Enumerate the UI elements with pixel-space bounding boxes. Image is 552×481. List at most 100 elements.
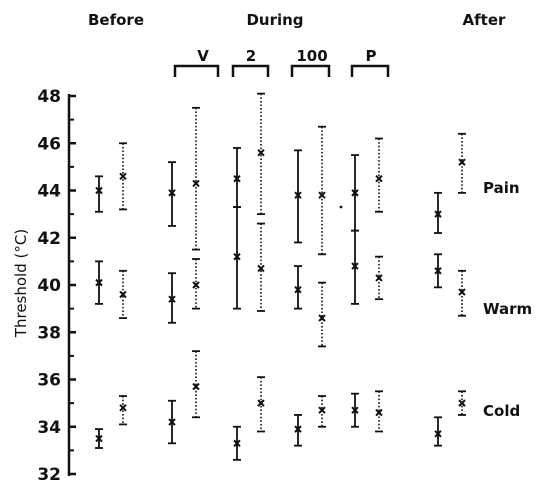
errorbar-pain-dotted xyxy=(119,142,127,211)
point-marker-warm xyxy=(192,281,200,289)
errorbar-cold-dotted xyxy=(192,350,200,419)
point-marker-cold xyxy=(434,430,442,438)
point-marker-pain xyxy=(192,179,200,188)
errorbar-cold-solid xyxy=(233,425,241,461)
point-marker-cold xyxy=(119,404,127,412)
condition-label-p: P xyxy=(366,47,377,65)
y-tick-label: 48 xyxy=(37,87,61,107)
point-marker-cold xyxy=(351,406,359,414)
errorbar-cold-dotted xyxy=(375,390,383,433)
errorbar-cold-solid xyxy=(95,428,103,449)
errorbar-cold-dotted xyxy=(257,376,265,433)
point-marker-warm xyxy=(434,267,442,275)
point-marker-pain xyxy=(95,186,103,195)
y-tick-label: 42 xyxy=(37,229,61,249)
side-label-pain: Pain xyxy=(483,179,520,197)
point-marker-pain xyxy=(351,189,359,197)
errorbar-pain-dotted xyxy=(458,132,466,194)
errorbar-warm-solid xyxy=(351,229,359,305)
point-marker-cold xyxy=(294,425,302,433)
point-marker-cold xyxy=(257,399,265,407)
stray-dot xyxy=(339,205,343,209)
errorbar-pain-solid xyxy=(233,147,241,208)
y-axis-ticks: 32 34 36 38 40 42 44 46 48 xyxy=(37,87,76,481)
data-marks xyxy=(95,92,466,461)
point-marker-warm xyxy=(318,314,326,322)
header-after: After xyxy=(463,11,506,29)
errorbar-cold-solid xyxy=(294,414,302,447)
condition-label-v: V xyxy=(197,47,209,65)
point-marker-cold xyxy=(458,399,466,407)
errorbar-warm-solid xyxy=(168,272,176,324)
errorbar-warm-solid xyxy=(233,206,241,310)
errorbar-cold-dotted xyxy=(318,395,326,428)
errorbar-warm-solid xyxy=(95,260,103,305)
errorbar-pain-solid xyxy=(168,161,176,227)
errorbar-pain-solid xyxy=(434,191,442,234)
point-marker-pain xyxy=(458,158,466,166)
point-marker-cold xyxy=(168,418,176,426)
point-marker-cold xyxy=(318,406,326,414)
point-marker-cold xyxy=(192,382,200,391)
point-marker-pain xyxy=(168,189,176,197)
point-marker-pain xyxy=(257,148,265,157)
header-before: Before xyxy=(88,11,144,29)
bracket-v: V xyxy=(173,47,220,77)
point-marker-warm xyxy=(375,274,383,282)
point-marker-pain xyxy=(318,191,326,199)
point-marker-cold xyxy=(233,439,241,447)
y-tick-label: 38 xyxy=(37,323,61,343)
y-tick-label: 32 xyxy=(37,465,61,481)
point-marker-warm xyxy=(294,286,302,294)
errorbar-pain-solid xyxy=(294,149,302,244)
errorbar-warm-solid xyxy=(294,265,302,310)
errorbar-pain-dotted xyxy=(257,92,265,216)
errorbar-pain-solid xyxy=(95,175,103,213)
bracket-100: 100 xyxy=(290,47,331,77)
errorbar-warm-solid xyxy=(434,253,442,289)
errorbar-cold-dotted xyxy=(458,390,466,416)
point-marker-pain xyxy=(375,174,383,183)
errorbar-cold-solid xyxy=(434,416,442,447)
point-marker-warm xyxy=(458,288,466,296)
point-marker-pain xyxy=(294,191,302,199)
side-label-warm: Warm xyxy=(483,300,532,318)
point-marker-pain xyxy=(233,174,241,183)
point-marker-warm xyxy=(351,262,359,270)
errorbar-pain-dotted xyxy=(375,137,383,213)
errorbar-warm-dotted xyxy=(458,269,466,317)
point-marker-warm xyxy=(233,252,241,261)
point-marker-warm xyxy=(168,295,176,303)
bracket-p: P xyxy=(350,47,390,77)
errorbar-cold-solid xyxy=(168,399,176,445)
point-marker-pain xyxy=(119,172,127,181)
y-axis-label: Threshold (°C) xyxy=(12,229,30,338)
y-tick-label: 34 xyxy=(37,418,61,438)
y-tick-label: 40 xyxy=(37,276,61,296)
point-marker-warm xyxy=(95,278,103,287)
errorbar-pain-solid xyxy=(351,154,359,232)
bracket-2: 2 xyxy=(231,47,270,77)
point-marker-cold xyxy=(95,434,103,443)
y-tick-label: 44 xyxy=(37,182,61,202)
errorbar-cold-solid xyxy=(351,392,359,428)
errorbar-warm-dotted xyxy=(318,281,326,348)
point-marker-cold xyxy=(375,408,383,417)
errorbar-cold-dotted xyxy=(119,395,127,426)
point-marker-warm xyxy=(257,264,265,273)
y-tick-label: 46 xyxy=(37,134,61,154)
errorbar-warm-dotted xyxy=(375,255,383,301)
point-marker-warm xyxy=(119,290,127,299)
errorbar-warm-dotted xyxy=(192,258,200,310)
condition-label-100: 100 xyxy=(296,47,327,65)
header-during: During xyxy=(246,11,303,29)
errorbar-warm-dotted xyxy=(119,269,127,319)
errorbar-pain-dotted xyxy=(192,106,200,251)
point-marker-pain xyxy=(434,210,442,218)
errorbar-warm-dotted xyxy=(257,222,265,312)
errorbar-pain-dotted xyxy=(318,125,326,256)
y-tick-label: 36 xyxy=(37,371,61,391)
side-label-cold: Cold xyxy=(483,402,520,420)
condition-label-2: 2 xyxy=(246,47,256,65)
